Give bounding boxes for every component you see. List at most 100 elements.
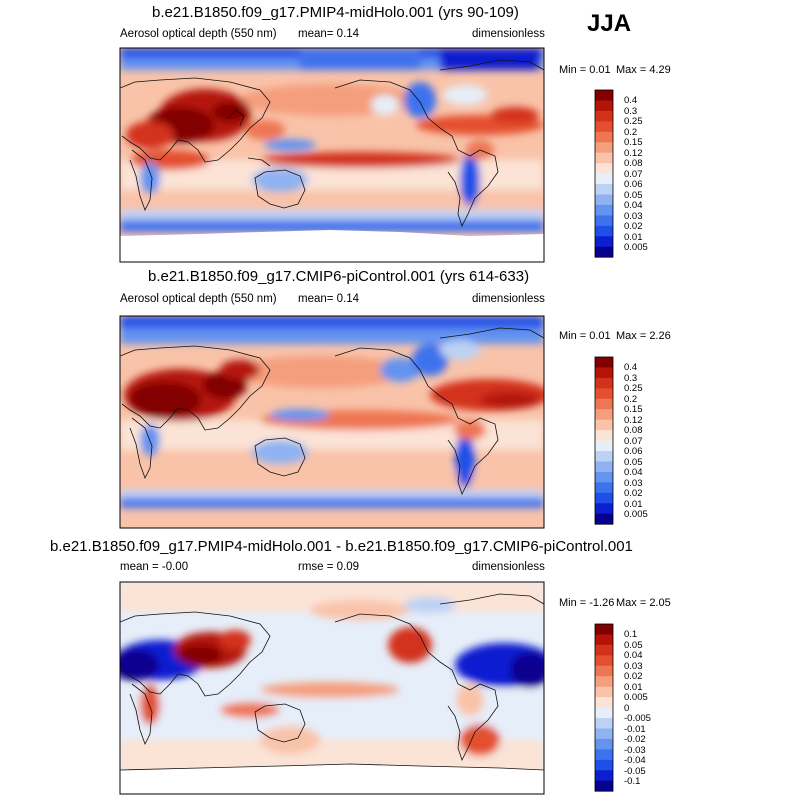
colorbar-2-swatch xyxy=(595,482,613,494)
colorbar-3-swatch xyxy=(595,634,613,646)
colorbar-1-swatch xyxy=(595,173,613,185)
colorbar-1-swatch xyxy=(595,246,613,258)
cb1-label: 0.12 xyxy=(624,148,643,159)
cb3-label: 0.04 xyxy=(624,650,643,661)
colorbar-3-swatch xyxy=(595,759,613,771)
map-3 xyxy=(119,581,545,795)
panel-1-mean: mean= 0.14 xyxy=(298,28,360,40)
cb3-label: -0.01 xyxy=(624,724,646,735)
colorbar-1-swatch xyxy=(595,90,613,101)
colorbar-1-swatch xyxy=(595,100,613,112)
cb3-label: 0.1 xyxy=(624,629,638,640)
cb1-label: 0.04 xyxy=(624,200,643,211)
cb1-label: 0.05 xyxy=(624,190,643,201)
cb2-label: 0.4 xyxy=(624,362,638,373)
colorbar-1-swatch xyxy=(595,215,613,227)
panel-2-title: b.e21.B1850.f09_g17.CMIP6-piControl.001 … xyxy=(148,268,530,285)
colorbar-2-swatch xyxy=(595,367,613,379)
cb2-label: 0.15 xyxy=(624,404,643,415)
cb1-label: 0.15 xyxy=(624,137,643,148)
cb3-label: -0.03 xyxy=(624,745,646,756)
cb3-label: 0.05 xyxy=(624,640,643,651)
cb2-label: 0.005 xyxy=(624,509,648,520)
panel-2-min: Min = 0.01 xyxy=(559,330,611,342)
panel-3-title: b.e21.B1850.f09_g17.PMIP4-midHolo.001 - … xyxy=(50,538,633,555)
cb1-label: 0.07 xyxy=(624,169,643,180)
colorbar-3-swatch xyxy=(595,707,613,719)
panel-2-mean: mean= 0.14 xyxy=(298,293,360,305)
colorbar-3-swatch xyxy=(595,665,613,677)
colorbar-1-swatch xyxy=(595,152,613,164)
colorbar-2-swatch xyxy=(595,440,613,452)
colorbar-1-swatch xyxy=(595,225,613,237)
colorbar-1-swatch xyxy=(595,194,613,206)
colorbar-3-frame xyxy=(594,623,614,792)
panel-1-title: b.e21.B1850.f09_g17.PMIP4-midHolo.001 (y… xyxy=(152,4,519,21)
colorbar-3-swatch xyxy=(595,624,613,635)
colorbars xyxy=(594,89,614,792)
cb3-label: 0.03 xyxy=(624,661,643,672)
colorbar-2-swatch xyxy=(595,388,613,400)
cb1-label: 0.4 xyxy=(624,95,638,106)
colorbar-1-swatch xyxy=(595,131,613,143)
cb2-label: 0.04 xyxy=(624,467,643,478)
colorbar-2-frame xyxy=(594,356,614,525)
cb2-label: 0.01 xyxy=(624,499,643,510)
cb3-label: -0.02 xyxy=(624,734,646,745)
panel-1-left-text: Aerosol optical depth (550 nm) xyxy=(120,28,277,40)
cb2-label: 0.06 xyxy=(624,446,643,457)
coastline-outlines xyxy=(120,59,544,771)
cb2-label: 0.12 xyxy=(624,415,643,426)
colorbar-2-swatch xyxy=(595,357,613,368)
cb1-label: 0.005 xyxy=(624,242,648,253)
colorbar-2-swatch xyxy=(595,513,613,525)
panel-1-units: dimensionless xyxy=(472,28,545,40)
map-2 xyxy=(119,315,545,529)
panel-3-max: Max = 2.05 xyxy=(616,597,671,609)
cb2-label: 0.3 xyxy=(624,373,638,384)
colorbar-1-swatch xyxy=(595,184,613,195)
colorbar-2-swatch xyxy=(595,398,613,410)
cb1-label: 0.02 xyxy=(624,221,643,232)
cb2-label: 0.08 xyxy=(624,425,643,436)
colorbar-3-swatch xyxy=(595,738,613,750)
cb1-label: 0.25 xyxy=(624,116,643,127)
cb3-label: 0.005 xyxy=(624,692,648,703)
cb1-label: 0.08 xyxy=(624,158,643,169)
colorbar-1-swatch xyxy=(595,236,613,248)
colorbar-2-swatch xyxy=(595,451,613,462)
cb1-label: 0.03 xyxy=(624,211,643,222)
colorbar-3-swatch xyxy=(595,770,613,782)
colorbar-1-swatch xyxy=(595,121,613,133)
colorbar-1-swatch xyxy=(595,110,613,122)
panel-2-units: dimensionless xyxy=(472,293,545,305)
panel-1-max: Max = 4.29 xyxy=(616,64,671,76)
cb2-label: 0.05 xyxy=(624,457,643,468)
colorbar-3-swatch xyxy=(595,644,613,656)
cb3-label: 0 xyxy=(624,703,630,714)
cb1-label: 0.06 xyxy=(624,179,643,190)
cb1-label: 0.3 xyxy=(624,106,638,117)
panel-3-units: dimensionless xyxy=(472,561,545,573)
colorbar-3-swatch xyxy=(595,676,613,687)
colorbar-2-swatch xyxy=(595,377,613,389)
cb1-label: 0.01 xyxy=(624,232,643,243)
cb3-label: -0.05 xyxy=(624,766,646,777)
colorbar-2-swatch xyxy=(595,503,613,515)
colorbar-3-swatch xyxy=(595,655,613,667)
panel-2-left-text: Aerosol optical depth (550 nm) xyxy=(120,293,277,305)
cb2-label: 0.07 xyxy=(624,436,643,447)
colorbar-1-swatch xyxy=(595,142,613,153)
colorbar-2-swatch xyxy=(595,419,613,431)
panel-3-min: Min = -1.26 xyxy=(559,597,615,609)
panel-3-mean: mean = -0.00 xyxy=(120,561,189,573)
colorbar-2-swatch xyxy=(595,461,613,473)
colorbar-3-swatch xyxy=(595,780,613,792)
cb2-label: 0.2 xyxy=(624,394,638,405)
cb3-label: 0.02 xyxy=(624,671,643,682)
map-1 xyxy=(119,47,545,263)
panel-3-rmse: rmse = 0.09 xyxy=(298,561,360,573)
panel-2-max: Max = 2.26 xyxy=(616,330,671,342)
colorbar-2-swatch xyxy=(595,430,613,441)
colorbar-3-swatch xyxy=(595,749,613,761)
